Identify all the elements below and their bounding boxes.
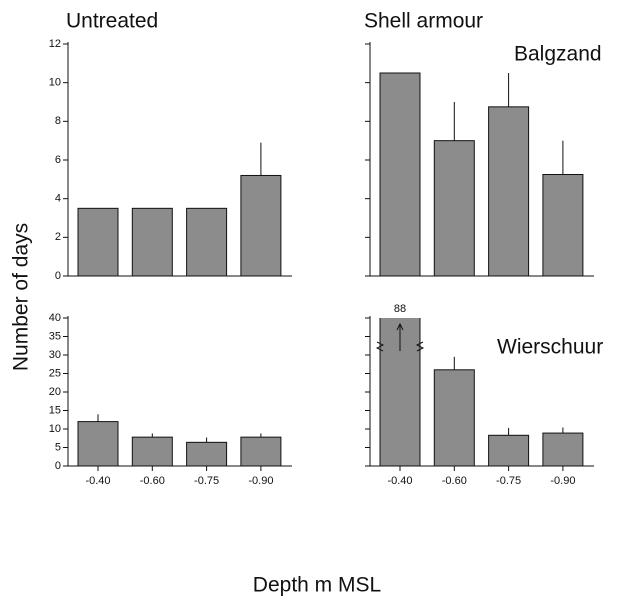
bar — [77, 207, 119, 276]
y-tick-label: 5 — [55, 441, 61, 453]
break-mark — [415, 341, 425, 352]
panel-title: Shell armour — [364, 10, 483, 33]
bar — [433, 369, 475, 466]
bar — [433, 140, 475, 276]
bar — [379, 72, 421, 276]
y-tick-label: 2 — [55, 231, 61, 243]
bar — [186, 207, 228, 276]
y-tick-label: 10 — [49, 423, 61, 435]
y-tick-label: 40 — [49, 312, 61, 324]
bar — [240, 436, 282, 466]
y-axis-label: Number of days — [10, 223, 33, 371]
site-label: Wierschuur — [497, 336, 603, 359]
bar — [131, 207, 173, 276]
y-tick-label: 20 — [49, 386, 61, 398]
y-tick-label: 4 — [55, 193, 61, 205]
x-tick-label: -0.60 — [140, 475, 165, 487]
bar — [542, 432, 584, 466]
panel: Shell armour Balgzand — [364, 10, 602, 277]
x-tick-label: -0.40 — [85, 475, 110, 487]
bar — [186, 441, 228, 466]
x-tick-label: -0.40 — [387, 475, 412, 487]
panel: Untreated 0 2 4 6 8 10 12 — [49, 10, 292, 282]
bar — [240, 174, 282, 276]
y-tick-label: 8 — [55, 115, 61, 127]
y-tick-label: 30 — [49, 349, 61, 361]
y-tick-label: 10 — [49, 77, 61, 89]
bar — [77, 421, 119, 466]
bar — [131, 436, 173, 466]
bar — [488, 106, 530, 276]
panel: 0 5 10 15 20 25 30 35 40 -0.40 -0.60 -0.75 -0.90 — [49, 312, 292, 487]
y-tick-label: 0 — [55, 460, 61, 472]
break-mark — [375, 341, 385, 352]
x-tick-label: -0.90 — [248, 475, 273, 487]
value-label: 88 — [394, 303, 406, 315]
y-tick-label: 35 — [49, 330, 61, 342]
x-tick-label: -0.90 — [550, 475, 575, 487]
bar — [488, 434, 530, 466]
x-axis-label: Depth m MSL — [253, 574, 381, 597]
panel: Wierschuur 88 -0.40 -0.60 -0.75 -0.90 — [365, 303, 603, 487]
y-tick-label: 6 — [55, 154, 61, 166]
panel-title: Untreated — [66, 10, 158, 33]
x-tick-label: -0.60 — [442, 475, 467, 487]
y-tick-label: 12 — [49, 38, 61, 50]
arrow — [396, 322, 404, 351]
y-tick-label: 0 — [55, 270, 61, 282]
y-tick-label: 15 — [49, 404, 61, 416]
bar — [542, 174, 584, 276]
y-tick-label: 25 — [49, 367, 61, 379]
x-tick-label: -0.75 — [496, 475, 521, 487]
site-label: Balgzand — [514, 43, 602, 66]
x-tick-label: -0.75 — [194, 475, 219, 487]
